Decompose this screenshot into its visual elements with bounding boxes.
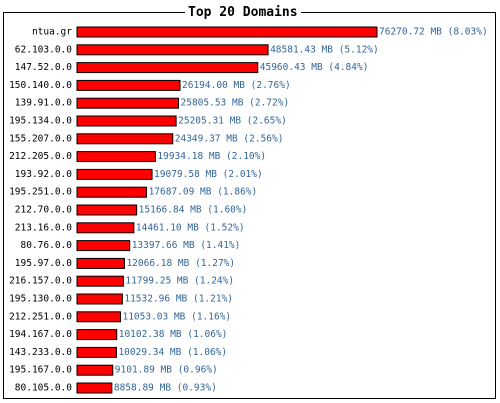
value-label: 10102.38 MB (1.06%): [119, 329, 228, 340]
chart-title: Top 20 Domains: [185, 5, 301, 21]
bar: [76, 97, 180, 109]
bar: [76, 168, 153, 180]
bar: [76, 44, 269, 56]
bar: [76, 293, 123, 305]
bar: [76, 240, 131, 252]
value-label: 25805.53 MB (2.72%): [181, 98, 290, 109]
value-label: 13397.66 MB (1.41%): [132, 240, 241, 251]
category-label: 194.167.0.0: [9, 329, 72, 340]
category-label: 80.76.0.0: [21, 240, 73, 251]
category-label: 143.233.0.0: [9, 347, 72, 358]
bar: [76, 26, 378, 38]
category-label: 150.140.0.0: [9, 80, 72, 91]
category-label: 80.105.0.0: [15, 383, 72, 394]
value-label: 19079.58 MB (2.01%): [154, 169, 263, 180]
category-label: 216.157.0.0: [9, 276, 72, 287]
bar: [76, 311, 121, 323]
bar: [76, 79, 181, 91]
bar: [76, 115, 177, 127]
category-label: 139.91.0.0: [15, 98, 72, 109]
category-label: 195.167.0.0: [9, 365, 72, 376]
category-label: 212.251.0.0: [9, 311, 72, 322]
value-label: 48581.43 MB (5.12%): [270, 44, 379, 55]
bar: [76, 257, 125, 269]
value-label: 17687.09 MB (1.86%): [149, 187, 258, 198]
bar: [76, 186, 148, 198]
value-label: 12066.18 MB (1.27%): [126, 258, 235, 269]
bar: [76, 329, 118, 341]
category-label: 212.205.0.0: [9, 151, 72, 162]
category-label: 147.52.0.0: [15, 62, 72, 73]
value-label: 8858.89 MB (0.93%): [114, 383, 217, 394]
category-label: 195.97.0.0: [15, 258, 72, 269]
category-label: 195.251.0.0: [9, 187, 72, 198]
category-label: 62.103.0.0: [15, 44, 72, 55]
category-label: 193.92.0.0: [15, 169, 72, 180]
category-label: 212.70.0.0: [15, 205, 72, 216]
bar: [76, 346, 117, 358]
value-label: 26194.00 MB (2.76%): [182, 80, 291, 91]
value-label: 14461.10 MB (1.52%): [136, 222, 245, 233]
value-label: 10029.34 MB (1.06%): [118, 347, 227, 358]
bar: [76, 382, 113, 394]
category-label: 195.134.0.0: [9, 116, 72, 127]
bar: [76, 222, 135, 234]
value-label: 11799.25 MB (1.24%): [125, 276, 234, 287]
bar: [76, 364, 114, 376]
value-label: 9101.89 MB (0.96%): [115, 365, 218, 376]
bar: [76, 204, 138, 216]
bar: [76, 62, 259, 74]
value-label: 25205.31 MB (2.65%): [178, 116, 287, 127]
value-label: 76270.72 MB (8.03%): [379, 27, 488, 38]
value-label: 11053.03 MB (1.16%): [122, 311, 231, 322]
bar: [76, 133, 174, 145]
bar: [76, 275, 124, 287]
category-label: 195.130.0.0: [9, 294, 72, 305]
category-label: ntua.gr: [32, 27, 72, 38]
value-label: 19934.18 MB (2.10%): [157, 151, 266, 162]
bar: [76, 151, 156, 163]
category-label: 155.207.0.0: [9, 133, 72, 144]
value-label: 15166.84 MB (1.60%): [139, 205, 248, 216]
value-label: 24349.37 MB (2.56%): [175, 133, 284, 144]
value-label: 45960.43 MB (4.84%): [260, 62, 369, 73]
value-label: 11532.96 MB (1.21%): [124, 294, 233, 305]
category-label: 213.16.0.0: [15, 222, 72, 233]
